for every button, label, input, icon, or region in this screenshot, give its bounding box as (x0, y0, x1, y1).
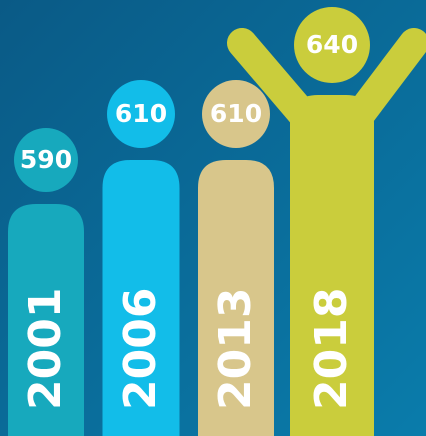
value-label: 640 (306, 30, 358, 59)
value-label: 610 (210, 99, 262, 128)
chart: 590 2001 610 2006 610 2013 640 2018 (0, 0, 426, 436)
category-label: 2006 (115, 288, 166, 410)
category-label: 2013 (210, 288, 261, 410)
category-label: 2001 (20, 288, 71, 410)
category-label: 2018 (306, 288, 357, 410)
value-label: 610 (115, 99, 167, 128)
value-label: 590 (20, 145, 72, 174)
